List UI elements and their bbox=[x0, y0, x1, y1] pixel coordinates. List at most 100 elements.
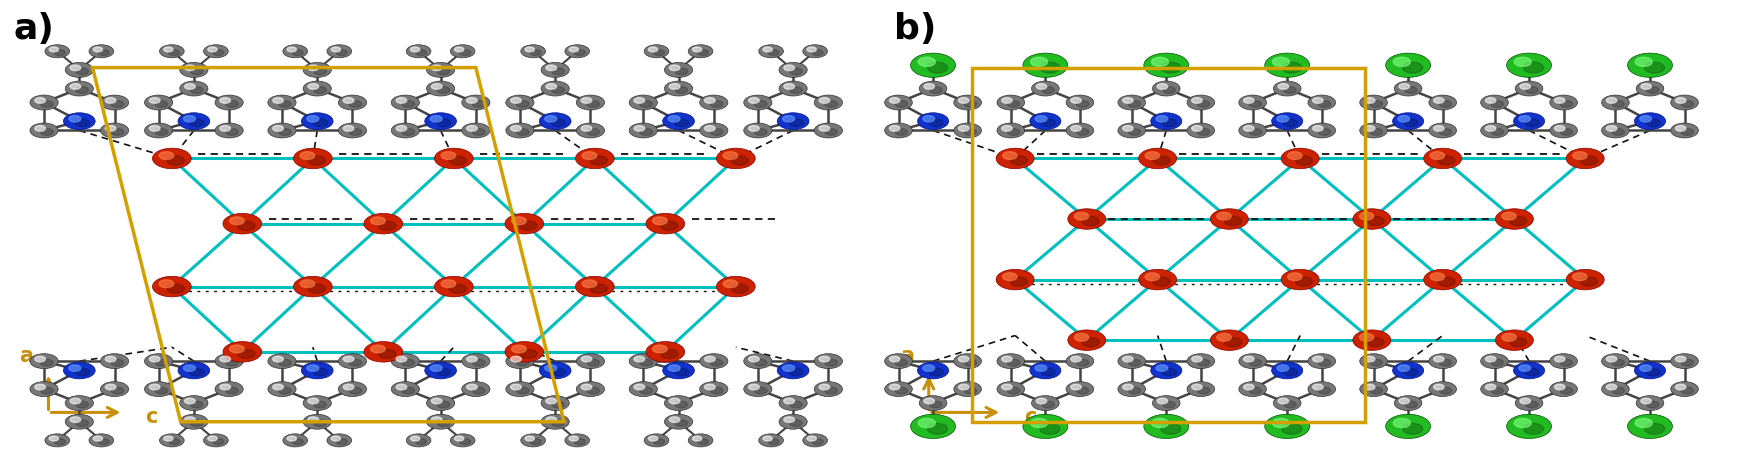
Circle shape bbox=[506, 382, 534, 397]
Circle shape bbox=[818, 384, 831, 390]
Circle shape bbox=[65, 81, 94, 96]
Circle shape bbox=[1640, 116, 1651, 122]
Circle shape bbox=[763, 47, 773, 52]
Circle shape bbox=[511, 125, 522, 131]
Circle shape bbox=[955, 123, 981, 138]
Circle shape bbox=[30, 123, 58, 138]
Circle shape bbox=[1244, 384, 1255, 390]
Circle shape bbox=[955, 95, 981, 110]
Circle shape bbox=[1288, 273, 1302, 281]
Circle shape bbox=[435, 276, 473, 297]
Circle shape bbox=[1680, 387, 1693, 394]
Circle shape bbox=[743, 95, 771, 110]
Circle shape bbox=[1490, 387, 1504, 394]
Circle shape bbox=[1317, 359, 1331, 366]
Circle shape bbox=[749, 97, 759, 103]
Circle shape bbox=[1068, 330, 1106, 350]
Circle shape bbox=[565, 434, 590, 447]
Circle shape bbox=[431, 365, 441, 371]
Circle shape bbox=[208, 47, 216, 52]
Circle shape bbox=[541, 81, 569, 96]
Circle shape bbox=[710, 359, 722, 366]
Circle shape bbox=[1513, 113, 1544, 130]
Circle shape bbox=[150, 384, 161, 390]
Circle shape bbox=[996, 382, 1024, 397]
Circle shape bbox=[965, 387, 977, 394]
Circle shape bbox=[344, 97, 354, 103]
Circle shape bbox=[1192, 384, 1202, 390]
Circle shape bbox=[272, 125, 283, 131]
Circle shape bbox=[1365, 97, 1375, 103]
Circle shape bbox=[675, 68, 688, 75]
Circle shape bbox=[65, 62, 94, 77]
Circle shape bbox=[63, 113, 96, 130]
Circle shape bbox=[1119, 95, 1145, 110]
Circle shape bbox=[1607, 384, 1618, 390]
Circle shape bbox=[1628, 414, 1672, 439]
Circle shape bbox=[304, 62, 332, 77]
Circle shape bbox=[190, 87, 202, 93]
Circle shape bbox=[520, 221, 537, 230]
Circle shape bbox=[517, 387, 529, 394]
Circle shape bbox=[710, 387, 722, 394]
Circle shape bbox=[815, 382, 843, 397]
Circle shape bbox=[1370, 129, 1382, 135]
Circle shape bbox=[1429, 382, 1457, 397]
Circle shape bbox=[112, 129, 124, 135]
Circle shape bbox=[68, 365, 80, 371]
Circle shape bbox=[1403, 62, 1422, 73]
Circle shape bbox=[551, 119, 565, 127]
Circle shape bbox=[1129, 101, 1141, 107]
Circle shape bbox=[1192, 97, 1202, 103]
Circle shape bbox=[663, 362, 695, 379]
Circle shape bbox=[1434, 125, 1445, 131]
Circle shape bbox=[70, 417, 80, 423]
Circle shape bbox=[710, 101, 722, 107]
Circle shape bbox=[698, 50, 708, 55]
Circle shape bbox=[633, 125, 644, 131]
Circle shape bbox=[1187, 95, 1215, 110]
Circle shape bbox=[581, 97, 592, 103]
Circle shape bbox=[930, 87, 942, 93]
Circle shape bbox=[923, 116, 935, 122]
Circle shape bbox=[89, 45, 113, 58]
Circle shape bbox=[1359, 354, 1387, 369]
Circle shape bbox=[225, 387, 239, 394]
Circle shape bbox=[462, 354, 490, 369]
Circle shape bbox=[1555, 356, 1565, 362]
Circle shape bbox=[1122, 356, 1133, 362]
Circle shape bbox=[1002, 356, 1012, 362]
Circle shape bbox=[307, 65, 319, 71]
Circle shape bbox=[1405, 87, 1417, 93]
Circle shape bbox=[778, 81, 808, 96]
Circle shape bbox=[1277, 83, 1288, 89]
Circle shape bbox=[436, 119, 450, 127]
Circle shape bbox=[40, 359, 54, 366]
Circle shape bbox=[159, 45, 185, 58]
Circle shape bbox=[215, 382, 243, 397]
Circle shape bbox=[1143, 53, 1188, 77]
Circle shape bbox=[1399, 83, 1410, 89]
Circle shape bbox=[1272, 418, 1290, 428]
Circle shape bbox=[825, 359, 838, 366]
Circle shape bbox=[895, 129, 907, 135]
Circle shape bbox=[49, 47, 59, 52]
Circle shape bbox=[92, 47, 103, 52]
Circle shape bbox=[1670, 95, 1698, 110]
Circle shape bbox=[890, 384, 900, 390]
Circle shape bbox=[1007, 101, 1019, 107]
Circle shape bbox=[1216, 333, 1232, 341]
Circle shape bbox=[1405, 119, 1419, 127]
Circle shape bbox=[1312, 356, 1323, 362]
Circle shape bbox=[955, 354, 981, 369]
Circle shape bbox=[1162, 401, 1174, 408]
Circle shape bbox=[269, 123, 297, 138]
Circle shape bbox=[1482, 95, 1508, 110]
Circle shape bbox=[1281, 148, 1319, 169]
Circle shape bbox=[349, 387, 361, 394]
Circle shape bbox=[307, 284, 325, 293]
Circle shape bbox=[112, 101, 124, 107]
Circle shape bbox=[75, 119, 89, 127]
Circle shape bbox=[1515, 418, 1532, 428]
Circle shape bbox=[784, 116, 794, 122]
